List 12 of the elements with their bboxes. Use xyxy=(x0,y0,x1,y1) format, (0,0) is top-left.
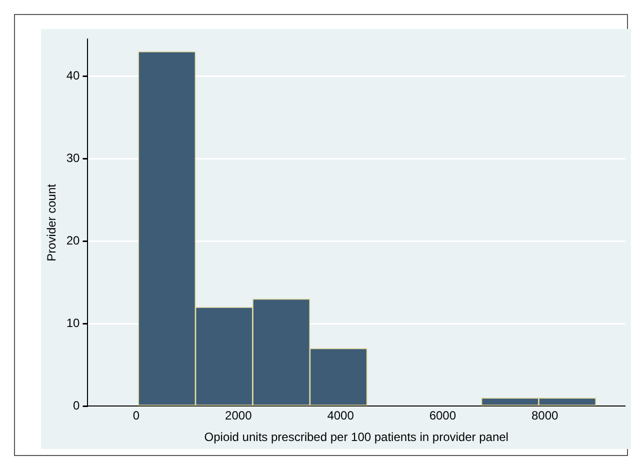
x-tick-label: 6000 xyxy=(429,408,456,423)
x-tick-label: 4000 xyxy=(327,408,354,423)
x-axis-title: Opioid units prescribed per 100 patients in provider panel xyxy=(204,430,508,444)
y-tick-label: 20 xyxy=(66,234,80,248)
y-axis-title: Provider count xyxy=(44,183,59,262)
x-tick-label: 2000 xyxy=(225,408,252,423)
y-tick-label: 0 xyxy=(73,398,80,413)
y-tick-label: 40 xyxy=(66,68,80,83)
x-tick-label: 8000 xyxy=(531,408,558,423)
y-tick-label: 10 xyxy=(66,316,80,330)
x-tick-label: 0 xyxy=(132,408,140,423)
y-tick-label: 30 xyxy=(66,151,80,166)
